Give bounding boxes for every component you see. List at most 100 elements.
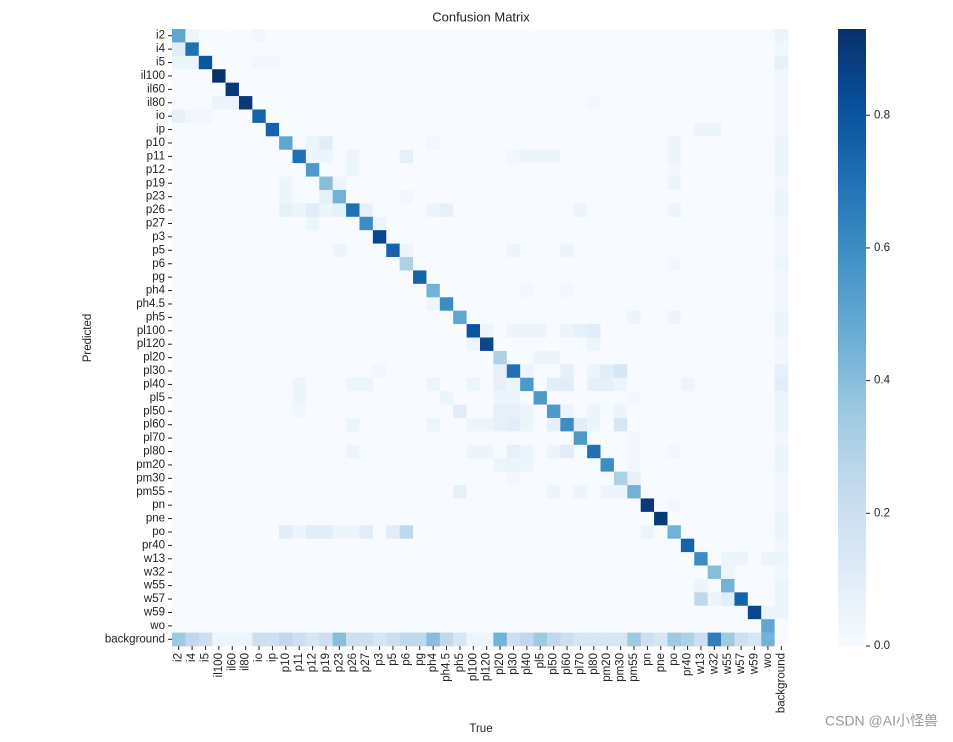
heatmap-cell	[332, 176, 347, 191]
heatmap-cell	[426, 578, 441, 593]
heatmap-cell	[506, 136, 521, 151]
heatmap-cell	[533, 431, 548, 446]
heatmap-cell	[185, 257, 200, 271]
heatmap-cell	[506, 578, 521, 593]
heatmap-cell	[694, 29, 708, 43]
heatmap-cell	[493, 458, 508, 472]
heatmap-cell	[319, 377, 333, 392]
heatmap-cell	[734, 257, 749, 271]
heatmap-cell	[761, 149, 775, 164]
heatmap-cell	[560, 525, 575, 539]
heatmap-cell	[587, 257, 601, 271]
heatmap-cell	[654, 391, 668, 405]
heatmap-cell	[359, 136, 374, 151]
heatmap-cell	[573, 149, 588, 164]
heatmap-cell	[172, 310, 186, 325]
heatmap-cell	[600, 42, 615, 57]
heatmap-cell	[600, 511, 615, 526]
heatmap-cell	[640, 55, 655, 70]
heatmap-cell	[680, 69, 695, 83]
heatmap-cell	[774, 189, 789, 204]
heatmap-cell	[238, 42, 253, 57]
heatmap-cell	[252, 404, 267, 419]
heatmap-cell	[238, 55, 253, 70]
y-tick-label: pl120	[137, 338, 165, 350]
heatmap-cell	[292, 525, 307, 539]
heatmap-cell	[774, 82, 789, 97]
heatmap-cell	[386, 176, 400, 191]
heatmap-cell	[319, 337, 333, 352]
heatmap-cell	[292, 82, 307, 97]
heatmap-cell	[774, 592, 789, 607]
heatmap-cell	[172, 538, 186, 553]
heatmap-cell	[386, 391, 400, 405]
y-tick-label: ip	[156, 124, 165, 136]
heatmap-cell	[493, 592, 508, 607]
heatmap-cell	[265, 350, 280, 365]
heatmap-cell	[346, 96, 360, 110]
heatmap-cell	[265, 552, 280, 566]
heatmap-cell	[721, 310, 735, 325]
heatmap-cell	[359, 82, 374, 97]
heatmap-cell	[761, 243, 775, 258]
heatmap-cell	[185, 310, 200, 325]
heatmap-cell	[319, 565, 333, 580]
heatmap-cell	[613, 122, 628, 137]
heatmap-cell	[520, 364, 534, 379]
heatmap-cell	[319, 69, 333, 83]
heatmap-cell	[546, 176, 561, 191]
heatmap-cell	[466, 498, 481, 513]
heatmap-cell	[225, 310, 240, 325]
heatmap-cell	[667, 552, 682, 566]
heatmap-cell	[680, 96, 695, 110]
heatmap-cell	[426, 565, 441, 580]
heatmap-cell	[573, 109, 588, 124]
heatmap-cell	[774, 605, 789, 620]
heatmap-cell	[319, 149, 333, 164]
heatmap-cell	[305, 632, 320, 647]
heatmap-cell	[721, 324, 735, 338]
heatmap-cell	[546, 458, 561, 472]
heatmap-cell	[238, 485, 253, 499]
heatmap-cell	[640, 632, 655, 647]
heatmap-cell	[346, 122, 360, 137]
heatmap-cell	[613, 29, 628, 43]
heatmap-cell	[560, 297, 575, 311]
heatmap-cell	[466, 324, 481, 338]
heatmap-cell	[265, 122, 280, 137]
heatmap-cell	[225, 149, 240, 164]
heatmap-cell	[493, 619, 508, 633]
heatmap-cell	[359, 377, 374, 392]
heatmap-cell	[252, 471, 267, 486]
heatmap-cell	[172, 417, 186, 432]
heatmap-cell	[506, 29, 521, 43]
heatmap-cell	[372, 283, 387, 298]
heatmap-cell	[399, 243, 414, 258]
heatmap-cell	[493, 243, 508, 258]
y-tick-label: p5	[152, 244, 165, 256]
heatmap-cell	[734, 511, 749, 526]
heatmap-cell	[305, 203, 320, 218]
heatmap-cell	[252, 578, 267, 593]
heatmap-cell	[573, 69, 588, 83]
heatmap-cell	[613, 189, 628, 204]
heatmap-cell	[680, 525, 695, 539]
heatmap-cell	[198, 377, 213, 392]
heatmap-cell	[694, 163, 708, 177]
heatmap-cell	[305, 176, 320, 191]
heatmap-cell	[721, 283, 735, 298]
x-tick-label: pg	[414, 653, 426, 666]
heatmap-cell	[667, 592, 682, 607]
heatmap-cell	[198, 364, 213, 379]
heatmap-cell	[399, 538, 414, 553]
heatmap-cell	[600, 552, 615, 566]
heatmap-cell	[667, 350, 682, 365]
heatmap-cell	[386, 417, 400, 432]
heatmap-cell	[359, 458, 374, 472]
heatmap-cell	[533, 391, 548, 405]
heatmap-cell	[386, 619, 400, 633]
heatmap-cell	[654, 122, 668, 137]
heatmap-cell	[734, 525, 749, 539]
heatmap-cell	[600, 632, 615, 647]
heatmap-cell	[734, 82, 749, 97]
